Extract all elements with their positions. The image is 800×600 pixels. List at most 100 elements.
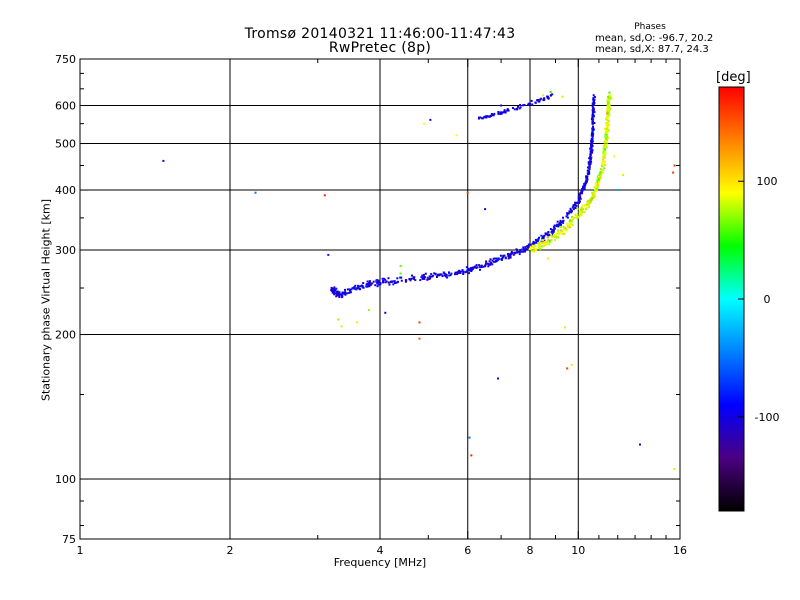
trace-x-point: [595, 188, 598, 190]
trace-x-point: [608, 113, 611, 116]
trace-x-point: [546, 236, 549, 238]
trace-o-point: [472, 266, 475, 269]
trace-x-point: [599, 171, 602, 173]
trace-o-point: [574, 203, 577, 206]
trace-o-point: [342, 292, 345, 295]
trace-o-point: [559, 223, 562, 226]
trace-x-point: [569, 223, 572, 226]
scatter-point: [542, 94, 545, 97]
x-axis-label: Frequency [MHz]: [333, 556, 427, 569]
trace-x-point: [584, 204, 587, 207]
scatter-point: [484, 208, 487, 211]
trace-o-point: [368, 282, 371, 285]
trace-o-point: [502, 254, 505, 257]
scatter-point: [356, 321, 359, 324]
trace-o-point: [501, 256, 504, 259]
trace-x-point: [607, 124, 610, 127]
trace-x-point: [606, 99, 609, 101]
phases-o-stats: mean, sd,O: -96.7, 20.2: [595, 33, 714, 44]
trace-o-point: [591, 109, 594, 112]
trace-o-point: [522, 248, 525, 251]
trace-x-point: [602, 155, 605, 158]
trace-x-point: [553, 235, 556, 238]
trace-o-point: [581, 192, 584, 195]
trace-f-point: [538, 100, 541, 103]
trace-o-point: [359, 285, 362, 288]
trace-o-point: [443, 274, 446, 277]
trace-x-point: [595, 182, 598, 185]
trace-x-point: [576, 208, 579, 211]
y-tick-label: 200: [55, 329, 76, 342]
trace-o-point: [569, 207, 572, 210]
trace-o-point: [532, 243, 535, 246]
trace-o-point: [352, 287, 355, 290]
scatter-point: [622, 174, 625, 176]
trace-x-point: [605, 137, 607, 140]
trace-o-point: [589, 147, 592, 150]
trace-o-point: [426, 276, 429, 279]
trace-o-point: [537, 238, 540, 241]
trace-o-point: [480, 266, 483, 269]
trace-o-point: [338, 296, 341, 299]
trace-o-point: [515, 251, 518, 254]
trace-x-point: [588, 206, 591, 209]
trace-x-point: [544, 243, 547, 246]
trace-f-point: [529, 102, 532, 105]
phases-title: Phases: [634, 22, 666, 32]
trace-x-point: [547, 238, 550, 241]
trace-o-point: [593, 96, 596, 98]
trace-o-point: [492, 257, 495, 260]
scatter-point: [500, 104, 503, 107]
trace-x-point: [603, 156, 606, 159]
trace-o-point: [419, 279, 422, 282]
trace-f-point: [485, 116, 488, 119]
trace-o-point: [559, 222, 562, 224]
trace-o-point: [484, 264, 486, 267]
trace-o-point: [404, 279, 407, 281]
trace-o-point: [519, 249, 522, 252]
trace-x-point: [602, 162, 605, 164]
trace-x-point: [604, 130, 607, 133]
trace-o-point: [577, 196, 580, 199]
scatter-point: [639, 443, 641, 446]
trace-o-point: [527, 243, 530, 246]
trace-x-point: [574, 213, 577, 216]
trace-x-point: [604, 152, 607, 155]
trace-o-point: [503, 254, 506, 257]
trace-o-point: [487, 265, 490, 268]
trace-o-point: [542, 236, 545, 238]
trace-x-point: [602, 169, 605, 171]
trace-o-point: [543, 234, 546, 237]
trace-o-point: [590, 150, 593, 153]
trace-o-point: [333, 289, 336, 291]
trace-o-point: [369, 282, 372, 285]
trace-o-point: [591, 112, 594, 115]
trace-x-point: [589, 198, 592, 201]
trace-x-point: [606, 130, 609, 133]
y-tick-label: 100: [55, 473, 76, 486]
trace-o-point: [379, 283, 382, 286]
trace-o-point: [535, 241, 538, 244]
scatter-point: [468, 436, 471, 439]
trace-o-point: [592, 103, 595, 106]
trace-o-point: [331, 287, 334, 290]
trace-o-point: [422, 276, 425, 279]
trace-x-point: [557, 232, 560, 235]
trace-f-point: [488, 115, 491, 118]
trace-o-point: [545, 233, 547, 236]
trace-o-point: [591, 105, 594, 108]
trace-f-point: [503, 109, 506, 112]
trace-x-point: [603, 145, 605, 148]
trace-o-point: [371, 282, 374, 285]
trace-x-point: [607, 112, 609, 115]
trace-o-point: [551, 229, 554, 232]
trace-o-point: [570, 211, 573, 214]
scatter-point: [672, 171, 675, 174]
trace-o-point: [393, 280, 396, 283]
trace-x-point: [534, 245, 537, 248]
colorbar-label: [deg]: [716, 70, 751, 85]
trace-o-point: [566, 213, 569, 216]
trace-o-point: [487, 263, 490, 266]
y-tick-label: 500: [55, 138, 76, 151]
trace-o-point: [587, 166, 589, 169]
